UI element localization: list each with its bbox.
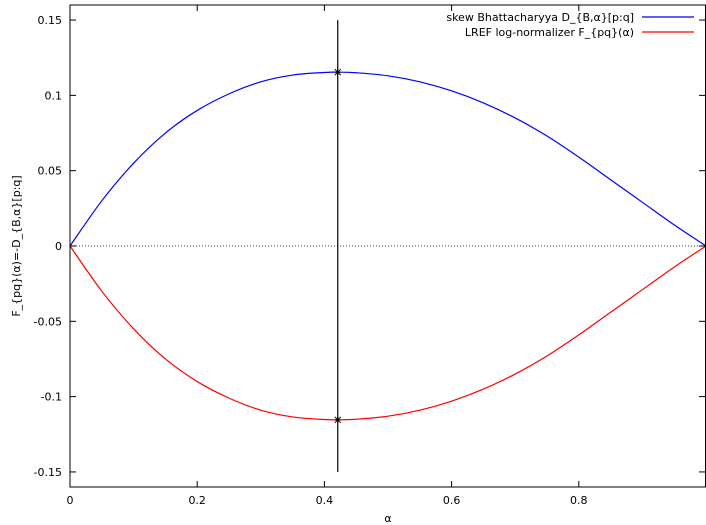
x-tick-label: 0.4 [316,494,334,507]
x-axis: 0 0.2 0.4 0.6 0.8 [67,5,588,507]
series-layer [69,71,706,421]
x-axis-title: α [384,512,391,525]
legend: skew Bhattacharyya D_{B,α}[p:q] LREF log-… [446,11,694,39]
y-axis-title: F_{pq}(α)=-D_{B,α}[p:q] [10,175,23,316]
series-line-1 [69,71,706,247]
legend-label-2: LREF log-normalizer F_{pq}(α) [465,26,634,39]
x-tick-label: 0.8 [570,494,588,507]
y-tick-label: -0.15 [34,466,62,479]
y-tick-label: 0.15 [38,14,63,27]
x-tick-label: 0.2 [188,494,206,507]
y-tick-label: 0 [55,240,62,253]
point-marker [334,68,342,76]
series-line-2 [69,245,706,421]
y-tick-label: -0.05 [34,315,62,328]
marker-stroke [334,416,342,424]
marker-stroke [334,68,342,76]
legend-label-1: skew Bhattacharyya D_{B,α}[p:q] [446,11,634,24]
x-tick-label: 0.6 [443,494,461,507]
y-tick-label: -0.1 [41,391,62,404]
y-axis: -0.15 -0.1 -0.05 0 0.05 0.1 0.15 [34,14,705,479]
y-tick-label: 0.1 [45,89,63,102]
point-marker [334,416,342,424]
x-tick-label: 0 [67,494,74,507]
marker-layer [334,68,342,424]
y-tick-label: 0.05 [38,165,63,178]
